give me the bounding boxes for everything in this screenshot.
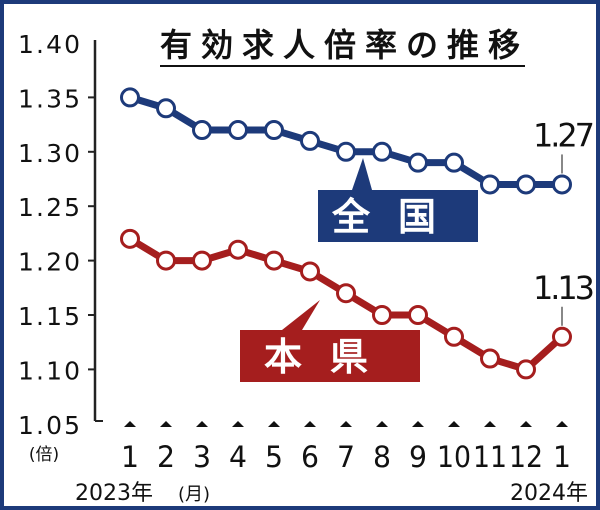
x-tick-label: 11 xyxy=(473,440,507,474)
y-unit-label: (倍) xyxy=(29,445,59,465)
end-value-label: 1.13 xyxy=(533,269,595,307)
x-tick-label: 7 xyxy=(337,440,355,474)
y-tick-label: 1.40 xyxy=(18,30,80,59)
x-tick-marker xyxy=(556,421,568,427)
legend-label: 本県 xyxy=(264,335,396,379)
data-point xyxy=(264,120,284,141)
x-tick-marker xyxy=(484,421,496,427)
data-point xyxy=(156,250,176,271)
x-tick-label: 3 xyxy=(193,440,211,474)
x-tick-label: 5 xyxy=(265,440,283,474)
y-tick-label: 1.20 xyxy=(18,248,80,277)
x-tick-label: 4 xyxy=(229,440,247,474)
x-tick-marker xyxy=(520,421,532,427)
legend-label: 全国 xyxy=(331,195,464,239)
x-tick-label: 2 xyxy=(157,440,175,474)
data-point xyxy=(336,141,356,162)
y-tick-label: 1.25 xyxy=(18,193,80,222)
year-label-start: 2023年 xyxy=(75,481,153,506)
data-point xyxy=(516,359,536,380)
y-tick-label: 1.05 xyxy=(18,411,80,440)
x-tick-label: 1 xyxy=(553,440,571,474)
y-tick-label: 1.10 xyxy=(18,356,80,385)
x-tick-marker xyxy=(268,421,280,427)
x-tick-marker xyxy=(304,421,316,427)
data-point xyxy=(156,98,176,119)
x-tick-label: 8 xyxy=(373,440,391,474)
x-unit-label: (月) xyxy=(178,484,210,505)
legend-pointer xyxy=(352,158,372,190)
data-point xyxy=(516,174,536,195)
x-tick-label: 9 xyxy=(409,440,427,474)
data-point xyxy=(444,152,464,173)
x-tick-marker xyxy=(340,421,352,427)
x-tick-marker xyxy=(448,421,460,427)
data-point xyxy=(228,120,248,141)
chart-title: 有効求人倍率の推移 xyxy=(160,26,520,64)
x-tick-marker xyxy=(412,421,424,427)
data-point xyxy=(228,239,248,260)
data-point xyxy=(372,141,392,162)
y-tick-label: 1.30 xyxy=(18,139,80,168)
legend-pointer xyxy=(282,300,320,330)
year-label-end: 2024年 xyxy=(510,481,588,506)
x-tick-marker xyxy=(376,421,388,427)
data-point xyxy=(372,305,392,325)
x-tick-label: 12 xyxy=(509,440,543,474)
x-tick-marker xyxy=(196,421,208,427)
x-tick-marker xyxy=(124,421,136,427)
x-tick-label: 6 xyxy=(301,440,319,474)
y-tick-label: 1.35 xyxy=(18,84,80,113)
data-point xyxy=(192,120,212,141)
data-point xyxy=(444,326,464,347)
data-point xyxy=(552,326,572,347)
x-tick-marker xyxy=(160,421,172,427)
series-line-0 xyxy=(128,94,562,188)
y-tick-label: 1.15 xyxy=(18,302,80,331)
x-tick-marker xyxy=(232,421,244,427)
x-tick-label: 1 xyxy=(121,440,139,474)
data-point xyxy=(120,87,140,108)
data-point xyxy=(300,130,320,151)
data-point xyxy=(264,250,284,271)
end-value-label: 1.27 xyxy=(533,116,595,154)
data-point xyxy=(480,174,500,195)
data-point xyxy=(408,305,428,325)
data-point xyxy=(300,261,320,282)
legend-box xyxy=(240,330,420,382)
legend-box xyxy=(318,190,478,242)
data-point xyxy=(552,174,572,195)
data-point xyxy=(480,348,500,369)
data-point xyxy=(408,152,428,173)
data-point xyxy=(192,250,212,271)
data-point xyxy=(120,228,140,249)
data-point xyxy=(336,283,356,304)
x-tick-label: 10 xyxy=(437,440,471,474)
